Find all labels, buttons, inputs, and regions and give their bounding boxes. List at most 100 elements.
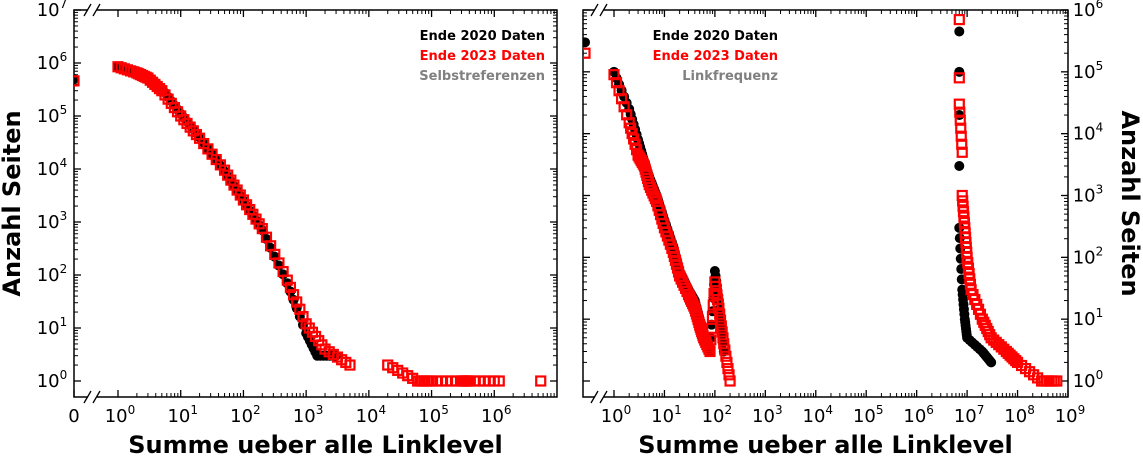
x-tick-label: 104 bbox=[803, 403, 834, 427]
data-point bbox=[954, 26, 965, 37]
axis-break-mark bbox=[92, 390, 101, 404]
y-tick-label: 104 bbox=[37, 156, 68, 180]
data-point bbox=[583, 47, 591, 59]
data-layer bbox=[583, 13, 1063, 387]
series-2020 bbox=[583, 26, 997, 368]
data-point bbox=[281, 274, 293, 286]
data-point bbox=[716, 326, 728, 338]
data-point bbox=[291, 296, 303, 308]
y-tick-label: 102 bbox=[1073, 244, 1104, 268]
y-tick-label: 106 bbox=[1073, 0, 1104, 21]
data-point bbox=[704, 345, 716, 358]
legend-entry: Ende 2020 Daten bbox=[420, 29, 545, 44]
data-point bbox=[649, 193, 662, 205]
data-point bbox=[493, 375, 505, 387]
axis-break-mark bbox=[599, 390, 608, 404]
chart-panel-1: 0 100 101 102 103 104 105 106100101102103104105… bbox=[0, 0, 558, 457]
data-point bbox=[986, 357, 997, 368]
y-tick-label: 107 bbox=[37, 0, 68, 21]
data-point bbox=[714, 314, 727, 326]
x-axis-title: Summe ueber alle Linklevel bbox=[128, 431, 503, 457]
y-tick-label: 106 bbox=[37, 50, 68, 74]
x-tick-label: 102 bbox=[702, 403, 733, 427]
legend-entry: Ende 2023 Daten bbox=[653, 49, 778, 64]
x-tick-label: 105 bbox=[853, 403, 884, 427]
data-point bbox=[583, 37, 590, 48]
chart-panel-2: 100 101 102 103 104 105 106 107 108 109 100 101 102 1… bbox=[582, 0, 1143, 457]
y-tick-label: 100 bbox=[1073, 368, 1104, 392]
axis-break-gap bbox=[595, 7, 604, 13]
data-point bbox=[287, 289, 300, 301]
x-tick-label: 105 bbox=[418, 403, 449, 427]
x-tick-label: 104 bbox=[356, 403, 387, 427]
data-point bbox=[721, 356, 733, 368]
data-point bbox=[717, 332, 729, 344]
data-point bbox=[722, 362, 734, 375]
data-point bbox=[74, 75, 80, 87]
data-point bbox=[723, 369, 735, 381]
axis-break-mark bbox=[590, 3, 599, 17]
data-point bbox=[954, 160, 965, 171]
x-axis-title: Summe ueber alle Linklevel bbox=[638, 431, 1013, 457]
y-tick-label: 105 bbox=[37, 103, 68, 127]
x-tick-label: 103 bbox=[293, 403, 324, 427]
legend-entry: Ende 2023 Daten bbox=[420, 49, 545, 64]
data-point bbox=[724, 375, 736, 387]
axis-break-mark bbox=[83, 390, 92, 404]
y-tick-label: 101 bbox=[1073, 306, 1104, 330]
axis-break-gap bbox=[595, 394, 604, 400]
y-axis-title: Anzahl Seiten bbox=[0, 110, 26, 296]
data-point bbox=[297, 310, 309, 323]
data-point bbox=[1051, 375, 1063, 387]
x-tick-label: 101 bbox=[651, 403, 682, 427]
x-tick-label: 101 bbox=[167, 403, 198, 427]
y-tick-label: 103 bbox=[1073, 183, 1104, 207]
plot-frame bbox=[73, 9, 558, 398]
y-tick-label: 105 bbox=[1073, 59, 1104, 83]
data-point bbox=[535, 375, 547, 387]
x-tick-label: 100 bbox=[105, 403, 136, 427]
x-tick-label: 109 bbox=[1055, 403, 1086, 427]
x-tick-label: 106 bbox=[903, 403, 934, 427]
series-2023 bbox=[583, 13, 1063, 387]
data-point bbox=[718, 338, 730, 350]
axis-break-mark bbox=[599, 3, 608, 17]
y-tick-label: 101 bbox=[37, 315, 68, 339]
data-point bbox=[705, 334, 717, 346]
data-point bbox=[953, 13, 965, 26]
series-2023 bbox=[74, 61, 547, 387]
series-2020 bbox=[74, 61, 342, 361]
data-layer bbox=[74, 61, 547, 387]
legend-entry: Selbstreferenzen bbox=[419, 69, 545, 84]
axis-break-mark bbox=[590, 390, 599, 404]
x-tick-label: 100 bbox=[601, 403, 632, 427]
x-tick-label: 102 bbox=[230, 403, 261, 427]
data-point bbox=[956, 146, 968, 158]
y-tick-label: 104 bbox=[1073, 121, 1104, 145]
data-point bbox=[719, 344, 731, 356]
y-tick-label: 103 bbox=[37, 209, 68, 233]
y-axis-title: Anzahl Seiten bbox=[1116, 110, 1143, 296]
axis-break-mark bbox=[83, 3, 92, 17]
data-point bbox=[284, 281, 297, 294]
data-point bbox=[715, 320, 727, 332]
axis-break-gap bbox=[88, 7, 97, 13]
axis-break-gap bbox=[88, 394, 97, 400]
data-point bbox=[294, 303, 306, 315]
y-tick-label: 102 bbox=[37, 262, 68, 286]
legend-entry: Linkfrequenz bbox=[682, 69, 778, 84]
plot-frame bbox=[582, 9, 1069, 398]
x-tick-label: 107 bbox=[954, 403, 985, 427]
x-tick-label: 108 bbox=[1004, 403, 1035, 427]
data-point bbox=[953, 72, 965, 84]
data-point bbox=[713, 302, 725, 314]
x-tick-label: 0 bbox=[68, 406, 79, 427]
y-tick-label: 100 bbox=[37, 368, 68, 392]
x-tick-label: 106 bbox=[481, 403, 512, 427]
data-point bbox=[720, 350, 732, 362]
x-tick-label: 103 bbox=[752, 403, 783, 427]
axis-break-mark bbox=[92, 3, 101, 17]
data-point bbox=[714, 308, 726, 320]
legend-entry: Ende 2020 Daten bbox=[653, 29, 778, 44]
